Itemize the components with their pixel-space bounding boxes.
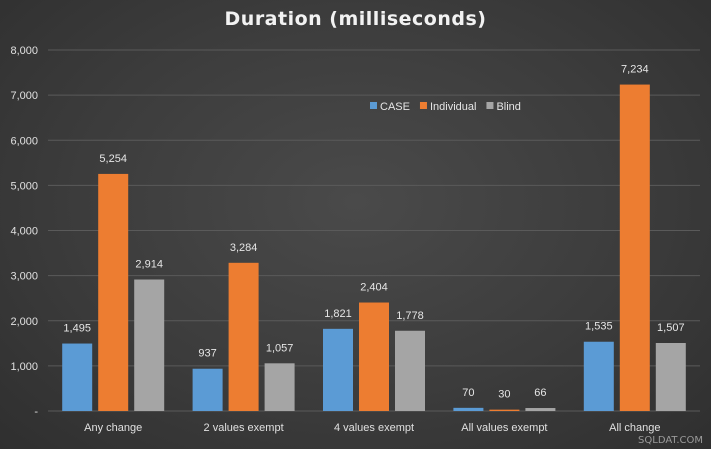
y-axis-ticks: - 1,000 2,000 3,000 4,000 5,000 6,000 7,000 8,00… (10, 45, 38, 418)
x-tick-label: All change (609, 422, 660, 434)
legend-label-blind: Blind (496, 101, 520, 113)
data-label: 2,914 (135, 259, 163, 271)
bar-individual-2 (359, 302, 389, 411)
data-label: 937 (198, 348, 216, 360)
data-label: 70 (462, 387, 474, 399)
x-tick-label: Any change (84, 422, 142, 434)
data-label: 5,254 (99, 153, 127, 165)
data-label: 1,057 (266, 342, 294, 354)
bar-blind-3 (525, 408, 556, 411)
y-tick-label: 5,000 (10, 180, 38, 192)
y-tick-label: 2,000 (10, 316, 38, 328)
bar-case-4 (583, 341, 614, 411)
bar-blind-1 (264, 363, 295, 411)
legend: CASE Individual Blind (370, 101, 521, 113)
y-tick-label: 7,000 (10, 90, 38, 102)
y-tick-label: 8,000 (10, 45, 38, 57)
y-tick-label: - (34, 406, 38, 418)
bar-individual-0 (98, 173, 129, 411)
data-label: 1,821 (324, 308, 352, 320)
legend-label-case: CASE (380, 101, 410, 113)
data-label: 66 (534, 387, 546, 399)
bar-case-3 (453, 407, 484, 411)
bar-individual-1 (228, 262, 259, 411)
chart-title: Duration (milliseconds) (224, 8, 487, 30)
legend-swatch-case (370, 102, 377, 109)
y-tick-label: 3,000 (10, 271, 38, 283)
data-label: 1,495 (63, 323, 91, 335)
y-tick-label: 6,000 (10, 135, 38, 147)
data-label: 2,404 (360, 282, 388, 294)
data-label: 1,535 (585, 321, 613, 333)
bar-case-0 (62, 343, 93, 411)
bar-case-1 (192, 368, 223, 411)
y-tick-label: 4,000 (10, 226, 38, 238)
bars (62, 84, 686, 412)
data-label: 30 (498, 389, 510, 401)
bar-individual-4 (619, 84, 650, 412)
y-tick-label: 1,000 (10, 361, 38, 373)
data-label: 1,507 (657, 322, 685, 334)
data-labels: 1,495 5,254 2,914 937 3,284 1,057 1,821 2,404 1,… (63, 64, 684, 401)
bar-blind-4 (655, 342, 686, 411)
data-label: 1,778 (396, 310, 424, 322)
legend-label-individual: Individual (430, 101, 476, 113)
legend-swatch-individual (419, 102, 427, 109)
x-tick-label: 4 values exempt (334, 422, 414, 434)
bar-individual-3 (489, 409, 520, 411)
data-label: 7,234 (621, 64, 649, 76)
bar-case-2 (323, 328, 353, 411)
watermark: SQLDAT.COM (638, 435, 703, 446)
x-tick-label: 2 values exempt (204, 422, 284, 434)
legend-swatch-blind (486, 102, 494, 109)
bar-blind-0 (134, 279, 165, 411)
bar-blind-2 (395, 330, 425, 411)
x-tick-label: All values exempt (461, 422, 547, 434)
x-axis-ticks: Any change 2 values exempt 4 values exempt… (84, 422, 660, 434)
data-label: 3,284 (230, 242, 258, 254)
